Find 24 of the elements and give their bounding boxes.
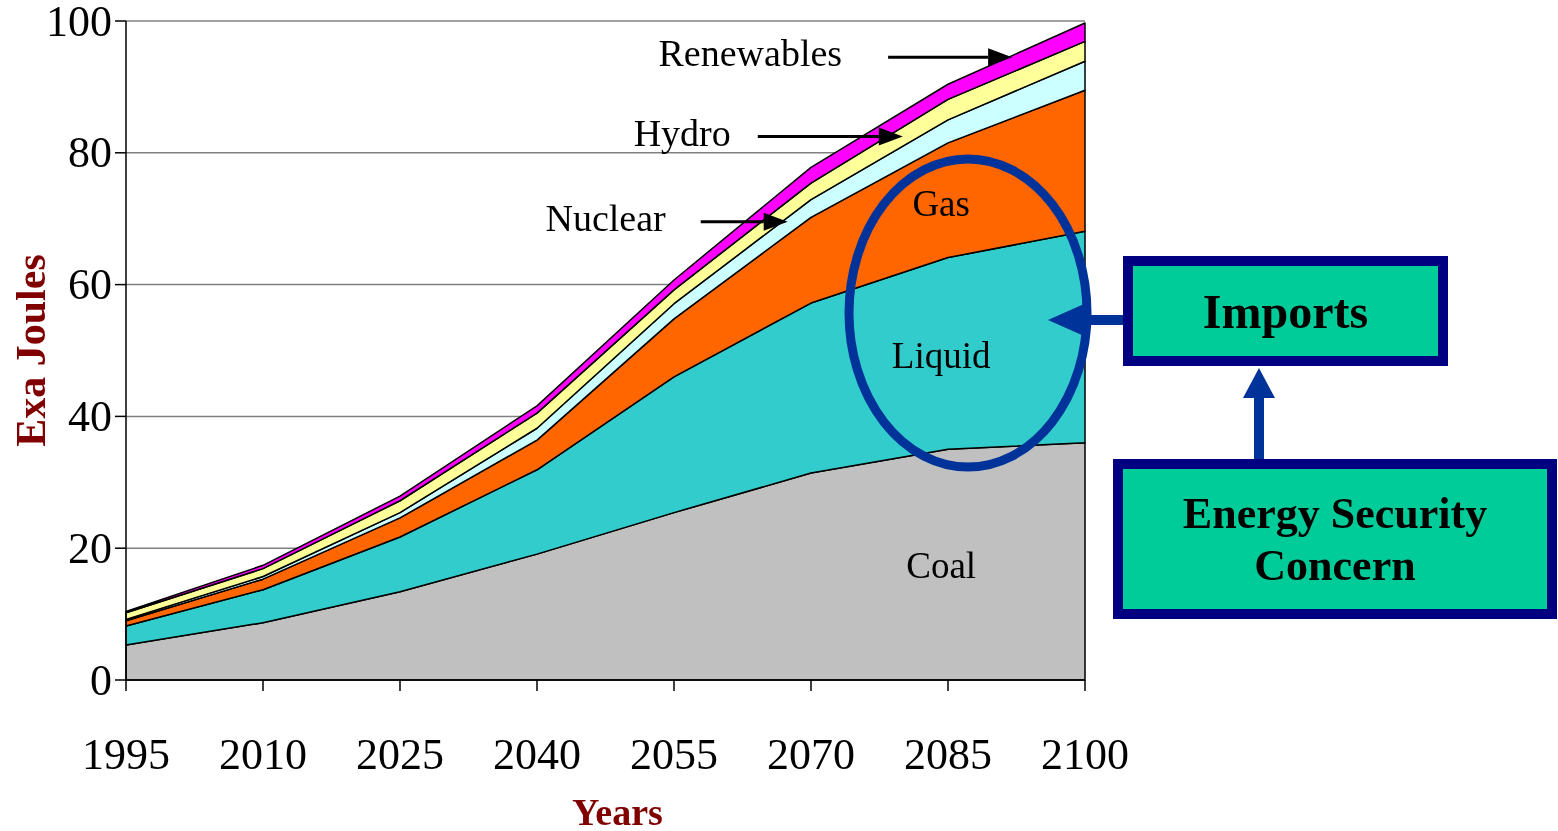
y-tick-label: 60 [68,260,112,310]
x-tick-label: 2100 [1041,729,1129,779]
y-tick-label: 0 [90,655,112,705]
x-tick-label: 2040 [493,729,581,779]
x-tick-label: 2070 [767,729,855,779]
y-tick-label: 40 [68,391,112,441]
x-tick-label: 2010 [219,729,307,779]
y-tick-label: 20 [68,523,112,573]
series-label: Coal [906,544,977,586]
y-axis-title: Exa Joules [8,254,54,447]
x-tick-label: 1995 [82,729,170,779]
x-tick-label: 2085 [904,729,992,779]
series-label: Liquid [891,334,991,376]
x-tick-label: 2055 [630,729,718,779]
y-tick-label: 100 [46,0,112,46]
legend-label: Hydro [633,111,731,154]
legend-label: Renewables [658,32,843,75]
x-tick-label: 2025 [356,729,444,779]
text: Imports [1202,284,1369,338]
x-axis-title: Years [572,791,663,831]
series-label: Gas [912,182,970,224]
y-tick-label: 80 [68,128,112,178]
legend-label: Nuclear [545,196,667,239]
text: Energy Security Concern [1182,488,1488,590]
